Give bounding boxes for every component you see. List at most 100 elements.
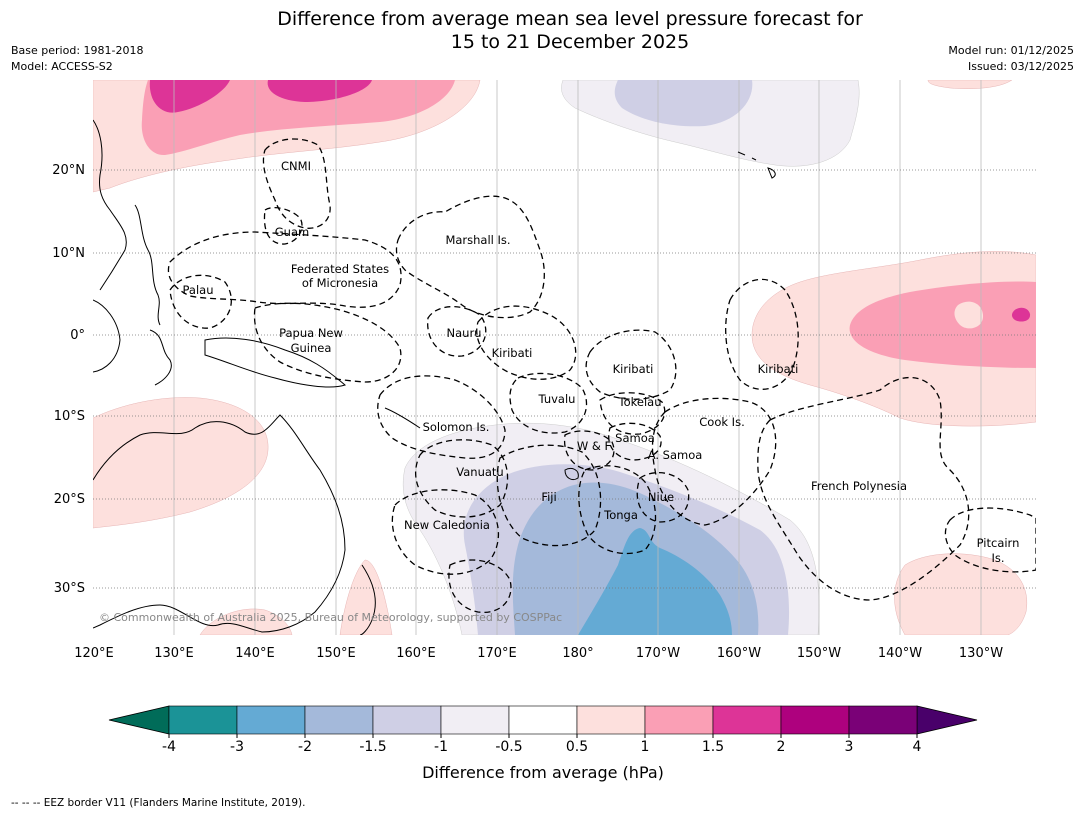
lat-label: 30°S — [54, 581, 85, 596]
eez-tonga — [578, 465, 657, 555]
longitude-labels: 120°E 130°E 140°E 150°E 160°E 170°E 180°… — [74, 646, 1003, 661]
map-title: Difference from average mean sea level p… — [0, 8, 1085, 54]
eez-cnmi — [262, 138, 331, 229]
eez-fsm — [167, 231, 402, 308]
coast-sulawesi — [149, 329, 172, 386]
label-tokelau: Tokelau — [618, 395, 662, 409]
eez-png — [253, 302, 402, 383]
label-guam: Guam — [275, 225, 309, 239]
anomaly-nw-strong — [149, 80, 230, 113]
colorbar-over-arrow — [916, 705, 978, 735]
colorbar-cell — [712, 705, 782, 735]
anomaly-ne-light — [614, 80, 753, 127]
label-american-samoa: A. Samoa — [648, 448, 703, 462]
colorbar-cells — [168, 705, 918, 735]
label-marshall: Marshall Is. — [445, 233, 510, 247]
coast-australia — [93, 414, 346, 633]
label-fsm-2: of Micronesia — [302, 276, 378, 290]
model-run: Model run: 01/12/2025 — [948, 44, 1074, 57]
lon-label: 140°W — [878, 646, 922, 661]
eez-marshall — [395, 195, 545, 319]
label-wf: W & F — [577, 439, 611, 453]
lon-label: 140°E — [235, 646, 275, 661]
eez-nz-north — [448, 559, 512, 614]
eez-kiribati-c — [585, 329, 677, 400]
anomaly-south-strong — [578, 528, 732, 635]
label-fsm-1: Federated States — [291, 262, 389, 276]
label-tonga: Tonga — [603, 508, 638, 522]
lat-label: 0° — [70, 328, 85, 343]
coast-borneo — [93, 299, 121, 373]
map-panel: CNMI Guam Marshall Is. Federated States … — [93, 80, 1036, 635]
label-niue: Niue — [648, 490, 674, 504]
anomaly-nw-mid — [141, 80, 455, 156]
anomaly-ne-corner — [927, 80, 1013, 89]
title-line-1: Difference from average mean sea level p… — [277, 8, 863, 30]
lat-label: 20°N — [52, 163, 85, 178]
eez-footnote: -- -- -- EEZ border V11 (Flanders Marine… — [11, 797, 306, 809]
eez-tuvalu — [509, 372, 588, 434]
lon-label: 170°E — [477, 646, 517, 661]
colorbar-ticks: -4 -3 -2 -1.5 -1 -0.5 0.5 1 1.5 2 3 4 — [162, 734, 922, 755]
lon-label: 150°W — [797, 646, 841, 661]
lat-label: 10°S — [54, 409, 85, 424]
colorbar-cell — [372, 705, 442, 735]
colorbar-cell — [576, 705, 646, 735]
coast-asia — [93, 119, 127, 291]
lon-label: 120°E — [74, 646, 114, 661]
anomaly-east-strong — [1011, 307, 1031, 322]
colorbar-tick-label: 4 — [913, 739, 922, 755]
lat-label: 10°N — [52, 246, 85, 261]
meta-left: Base period: 1981-2018 Model: ACCESS-S2 — [11, 43, 143, 75]
colorbar-tick-label: -3 — [230, 739, 244, 755]
lon-label: 130°E — [154, 646, 194, 661]
coast-philippines — [134, 204, 161, 326]
colorbar-cell — [236, 705, 306, 735]
coast-fiji — [564, 467, 579, 481]
label-new-caledonia: New Caledonia — [404, 518, 490, 532]
colorbar-cell — [644, 705, 714, 735]
label-tuvalu: Tuvalu — [538, 392, 576, 406]
label-kiribati-central: Kiribati — [613, 362, 654, 376]
label-pitcairn-1: Pitcairn — [977, 536, 1020, 550]
colorbar-cell — [304, 705, 374, 735]
base-period: Base period: 1981-2018 — [11, 44, 144, 57]
label-png-1: Papua New — [279, 326, 343, 340]
colorbar-cell — [440, 705, 510, 735]
graticule-parallels — [93, 169, 1036, 589]
anomaly-east-hole — [954, 301, 984, 329]
coast-hawaii — [737, 151, 776, 179]
label-samoa: Samoa — [615, 431, 655, 445]
colorbar-tick-label: 0.5 — [566, 739, 588, 755]
colorbar-tick-label: 2 — [777, 739, 786, 755]
eez-new-caledonia — [391, 489, 500, 575]
colorbar-tick-label: 1 — [641, 739, 650, 755]
label-pitcairn-2: Is. — [991, 551, 1004, 565]
colorbar-tick-label: -1.5 — [359, 739, 386, 755]
model-name: Model: ACCESS-S2 — [11, 60, 113, 73]
label-solomon: Solomon Is. — [423, 420, 490, 434]
label-fiji: Fiji — [541, 490, 556, 504]
coast-new-guinea — [204, 337, 347, 388]
label-palau: Palau — [183, 283, 214, 297]
eez-nauru — [427, 306, 487, 357]
anomaly-sw-light — [339, 559, 393, 635]
eez-vanuatu — [415, 439, 509, 518]
eez-kiribati-w — [476, 305, 577, 380]
colorbar: -4 -3 -2 -1.5 -1 -0.5 0.5 1 1.5 2 3 4 Difference fr… — [108, 705, 978, 782]
colorbar-tick-label: -2 — [298, 739, 312, 755]
eez-pitcairn — [944, 507, 1036, 573]
eez-wf — [563, 430, 615, 471]
eez-samoa — [608, 422, 662, 461]
label-cook: Cook Is. — [699, 415, 744, 429]
graticule-meridians — [173, 80, 982, 635]
colorbar-cell — [848, 705, 918, 735]
eez-fiji — [496, 444, 602, 547]
issued-date: Issued: 03/12/2025 — [967, 60, 1074, 73]
colorbar-tick-label: 1.5 — [702, 739, 724, 755]
lon-label: 180° — [562, 646, 593, 661]
coast-new-zealand — [359, 564, 376, 635]
lon-label: 130°W — [959, 646, 1003, 661]
anomaly-east-mid — [849, 281, 1036, 368]
